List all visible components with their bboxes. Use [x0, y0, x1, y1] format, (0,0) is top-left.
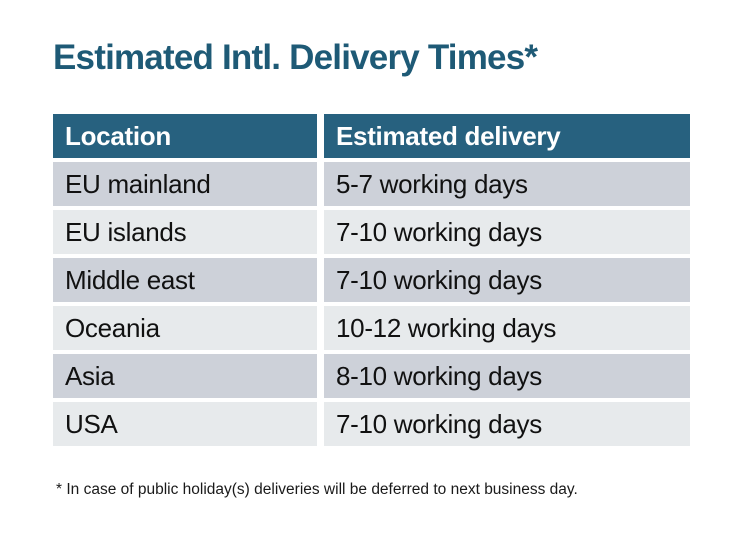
table-row: Asia 8-10 working days	[53, 354, 690, 398]
column-header-estimated-delivery: Estimated delivery	[324, 114, 690, 158]
table-header-row: Location Estimated delivery	[53, 114, 690, 158]
location-cell: EU mainland	[53, 162, 317, 206]
delivery-cell: 7-10 working days	[324, 402, 690, 446]
delivery-cell: 7-10 working days	[324, 210, 690, 254]
table-row: Oceania 10-12 working days	[53, 306, 690, 350]
delivery-cell: 5-7 working days	[324, 162, 690, 206]
location-cell: USA	[53, 402, 317, 446]
column-header-location: Location	[53, 114, 317, 158]
delivery-cell: 7-10 working days	[324, 258, 690, 302]
location-cell: Oceania	[53, 306, 317, 350]
location-cell: EU islands	[53, 210, 317, 254]
delivery-table: Location Estimated delivery EU mainland …	[53, 114, 690, 450]
table-row: USA 7-10 working days	[53, 402, 690, 446]
delivery-cell: 8-10 working days	[324, 354, 690, 398]
delivery-cell: 10-12 working days	[324, 306, 690, 350]
page-title: Estimated Intl. Delivery Times*	[53, 38, 538, 77]
table-row: Middle east 7-10 working days	[53, 258, 690, 302]
table-row: EU mainland 5-7 working days	[53, 162, 690, 206]
location-cell: Asia	[53, 354, 317, 398]
location-cell: Middle east	[53, 258, 317, 302]
table-row: EU islands 7-10 working days	[53, 210, 690, 254]
footnote: * In case of public holiday(s) deliverie…	[56, 481, 578, 498]
